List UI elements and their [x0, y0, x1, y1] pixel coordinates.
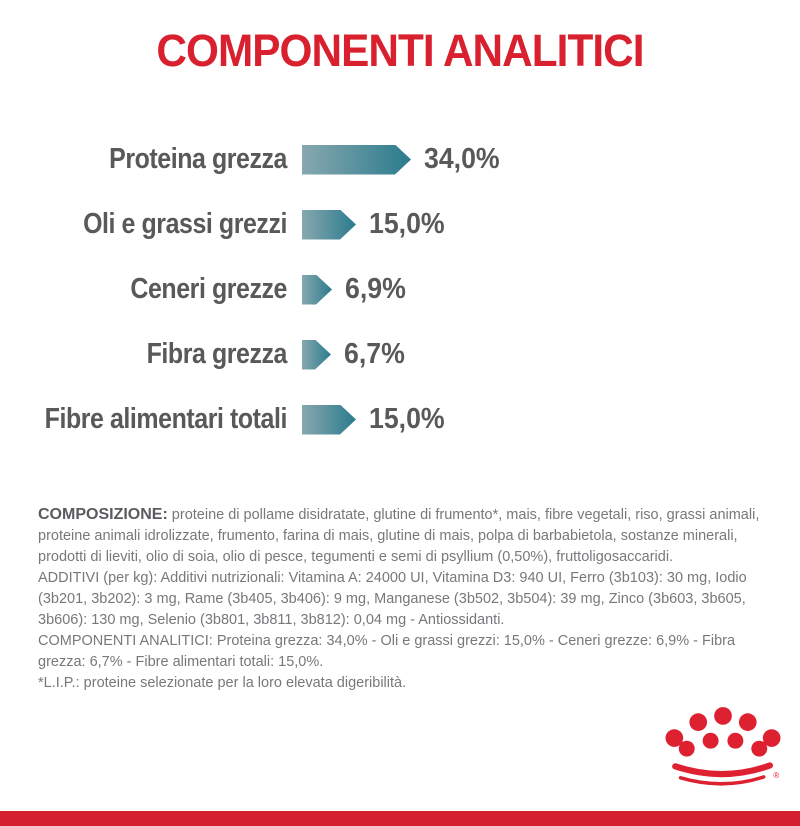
- chart-bar-arrow: [302, 275, 332, 305]
- royal-canin-crown-logo: ®: [665, 707, 781, 786]
- composition-label: COMPOSIZIONE:: [38, 506, 168, 523]
- crown-dot: [702, 732, 719, 749]
- chart-row-value: 15,0%: [369, 403, 445, 435]
- brand-bottom-bar: [0, 811, 800, 826]
- chart-row-value: 15,0%: [369, 208, 445, 240]
- crown-dot: [751, 740, 768, 757]
- analytical-chart: Proteina grezza 34,0% Oli e grassi grezzi 1…: [0, 127, 800, 452]
- page-title: COMPONENTI ANALITICI: [156, 25, 644, 76]
- crown-dot: [714, 707, 732, 725]
- chart-row: Fibre alimentari totali 15,0%: [0, 387, 800, 452]
- crown-dot: [678, 740, 695, 757]
- chart-row-value: 34,0%: [424, 143, 500, 175]
- crown-dot: [665, 729, 684, 747]
- crown-swoosh-thin: [678, 775, 766, 786]
- chart-row-label: Fibre alimentari totali: [44, 403, 288, 435]
- chart-row-label: Fibra grezza: [146, 338, 288, 370]
- chart-row-value: 6,7%: [344, 338, 405, 370]
- crown-swoosh-thick: [672, 762, 773, 778]
- crown-dot: [762, 729, 781, 747]
- chart-row-label: Oli e grassi grezzi: [83, 208, 287, 240]
- chart-row-label: Ceneri grezze: [130, 273, 287, 305]
- info-text-block: COMPOSIZIONE: proteine di pollame disidr…: [38, 504, 770, 694]
- chart-row-label: Proteina grezza: [109, 143, 287, 175]
- chart-bar-arrow: [302, 210, 356, 240]
- composition-paragraph: COMPOSIZIONE: proteine di pollame disidr…: [38, 504, 770, 568]
- crown-dot: [689, 713, 708, 731]
- registered-trademark-icon: ®: [773, 771, 779, 780]
- composition-text: proteine di pollame disidratate, glutine…: [38, 507, 760, 565]
- chart-row: Ceneri grezze 6,9%: [0, 257, 800, 322]
- chart-row: Fibra grezza 6,7%: [0, 322, 800, 387]
- chart-bar-arrow: [302, 340, 331, 370]
- crown-dot: [738, 713, 757, 731]
- additives-paragraph: ADDITIVI (per kg): Additivi nutrizionali…: [38, 570, 747, 628]
- lip-footnote: *L.I.P.: proteine selezionate per la lor…: [38, 675, 407, 691]
- chart-row: Oli e grassi grezzi 15,0%: [0, 192, 800, 257]
- chart-row: Proteina grezza 34,0%: [0, 127, 800, 192]
- chart-bar-arrow: [302, 145, 411, 175]
- crown-dot: [727, 732, 744, 749]
- chart-bar-arrow: [302, 405, 356, 435]
- analytical-paragraph: COMPONENTI ANALITICI: Proteina grezza: 3…: [38, 633, 736, 670]
- chart-row-value: 6,9%: [345, 273, 406, 305]
